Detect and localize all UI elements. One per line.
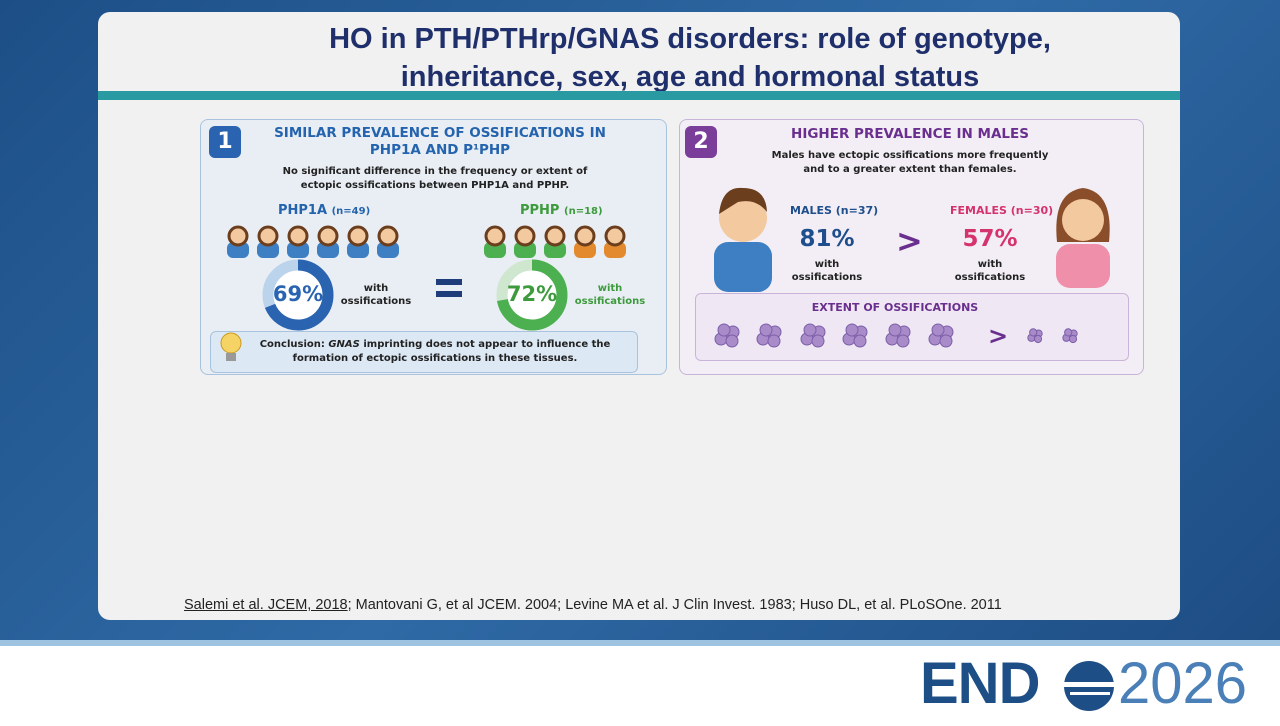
person-head [574, 225, 596, 247]
person-body [544, 242, 566, 258]
reference-text: ; Mantovani G, et al JCEM. 2004; Levine … [347, 597, 1002, 613]
girl-icon [1056, 188, 1110, 288]
percent: 72% [506, 282, 558, 306]
logo-left: END [920, 651, 1040, 716]
group-label: PHP1A (n=49) [278, 203, 370, 218]
group-n: (n=30) [1010, 204, 1054, 217]
person-head [317, 225, 339, 247]
logo-right: 2026 [1118, 651, 1248, 716]
ossification [1068, 334, 1078, 344]
person-body [604, 242, 626, 258]
people-icons [227, 225, 626, 258]
slide-title: HO in PTH/PTHrp/GNAS disorders: role of … [329, 23, 1051, 93]
caption: with ossifications [574, 283, 646, 307]
group-label: PPHP (n=18) [520, 203, 603, 218]
ossification [853, 334, 867, 348]
ossification [767, 334, 781, 348]
panel-subtitle: Males have ectopic ossifications more fr… [771, 150, 1049, 175]
group-label: MALES (n=37) [790, 204, 878, 217]
person-body [257, 242, 279, 258]
group-name: FEMALES [950, 204, 1007, 217]
ossification [759, 323, 773, 337]
ossification [939, 334, 953, 348]
caption: with ossifications [791, 259, 863, 283]
panel-subtitle: No significant difference in the frequen… [282, 166, 588, 191]
person-body [227, 242, 249, 258]
person-body [514, 242, 536, 258]
ossification-icons [714, 323, 1078, 348]
person-head [257, 225, 279, 247]
conclusion-lead: Conclusion: [259, 339, 325, 350]
conclusion-box [210, 331, 638, 373]
conclusion-text: imprinting does not appear to influence … [292, 339, 611, 364]
person-body [347, 242, 369, 258]
caption: with ossifications [340, 283, 412, 307]
caption: with ossifications [954, 259, 1026, 283]
ossification [1029, 328, 1038, 337]
ossification [725, 334, 739, 348]
ossification [931, 323, 945, 337]
reference-link: Salemi et al. JCEM, 2018 [184, 597, 348, 613]
comparison: > [896, 222, 923, 260]
ossification [717, 323, 731, 337]
ossification [811, 334, 825, 348]
person-body [377, 242, 399, 258]
percent: 69% [272, 282, 324, 306]
conclusion: Conclusion: GNAS imprinting does not app… [250, 338, 620, 366]
extent-comparison: > [988, 322, 1009, 350]
person-body [317, 242, 339, 258]
ossification [888, 323, 902, 337]
logo-globe [1064, 661, 1114, 711]
group-n: (n=37) [835, 204, 879, 217]
person-head [484, 225, 506, 247]
person-head [287, 225, 309, 247]
group-name: PPHP [520, 203, 560, 218]
panel-heading: SIMILAR PREVALENCE OF OSSIFICATIONS IN P… [274, 125, 606, 158]
gene: GNAS [328, 339, 360, 350]
group-name: MALES [790, 204, 832, 217]
group-label: FEMALES (n=30) [950, 204, 1053, 217]
group-name: PHP1A [278, 203, 328, 218]
group-n: (n=18) [564, 206, 603, 217]
person-head [227, 225, 249, 247]
bulb-icon [220, 332, 242, 361]
extent-heading: EXTENT OF OSSIFICATIONS [811, 301, 979, 314]
panel-number: 1 [209, 126, 241, 158]
ossification [845, 323, 859, 337]
person-body [574, 242, 596, 258]
panel-number: 2 [685, 126, 717, 158]
person-head [604, 225, 626, 247]
ossification [896, 334, 910, 348]
donuts [262, 259, 568, 331]
title-band [98, 91, 1180, 100]
ossification [803, 323, 817, 337]
person-head [514, 225, 536, 247]
group-n: (n=49) [331, 206, 371, 217]
person-head [544, 225, 566, 247]
ossification [1033, 334, 1043, 344]
person-head [347, 225, 369, 247]
references: Salemi et al. JCEM, 2018; Mantovani G, e… [184, 597, 1002, 613]
ossification [1064, 328, 1073, 337]
percent: 57% [962, 226, 1018, 252]
person-body [287, 242, 309, 258]
person-head [377, 225, 399, 247]
panel-heading: HIGHER PREVALENCE IN MALES [791, 126, 1029, 142]
percent: 81% [799, 226, 855, 252]
person-body [484, 242, 506, 258]
boy-icon [714, 187, 772, 292]
